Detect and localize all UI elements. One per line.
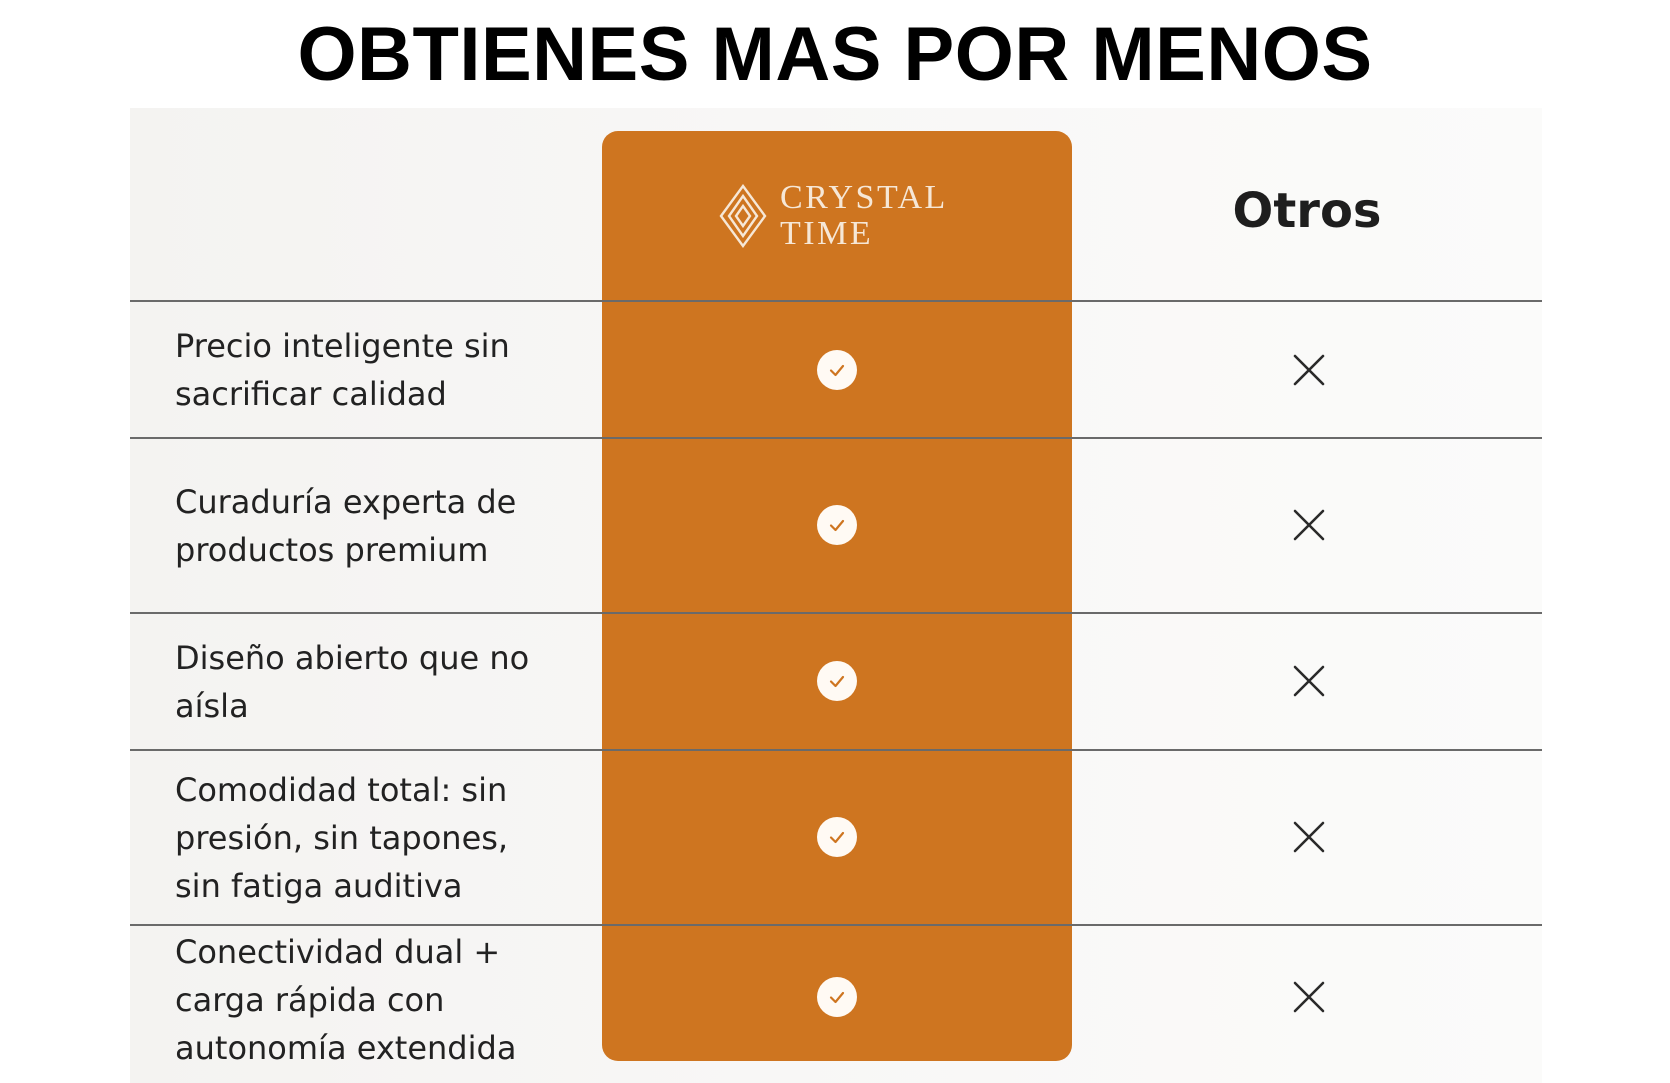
others-column-header: Otros xyxy=(1232,183,1382,239)
feature-line: Curaduría experta de xyxy=(175,482,517,521)
table-row: Conectividad dual + carga rápida con aut… xyxy=(130,926,1542,1083)
check-icon xyxy=(817,661,857,701)
feature-line: Diseño abierto que no xyxy=(175,638,530,677)
feature-line: autonomía extendida xyxy=(175,1029,517,1067)
feature-line: productos premium xyxy=(175,530,489,569)
row-divider xyxy=(130,612,1542,614)
x-icon xyxy=(1291,507,1327,543)
row-divider xyxy=(130,924,1542,926)
check-icon xyxy=(817,817,857,857)
row-divider xyxy=(130,300,1542,302)
row-divider xyxy=(130,437,1542,439)
feature-line: sacrificar calidad xyxy=(175,374,447,413)
feature-label: Diseño abierto que no aísla xyxy=(175,614,575,749)
table-row: Curaduría experta de productos premium xyxy=(130,439,1542,612)
feature-line: Comodidad total: sin xyxy=(175,770,508,809)
diamond-crystal-icon xyxy=(719,184,767,248)
brand-logo: CRYSTAL TIME xyxy=(718,180,948,252)
feature-line: Conectividad dual + xyxy=(175,933,501,971)
feature-line: carga rápida con xyxy=(175,981,445,1019)
x-icon xyxy=(1291,979,1327,1015)
table-row: Diseño abierto que no aísla xyxy=(130,614,1542,749)
feature-line: aísla xyxy=(175,686,249,725)
brand-name-line2: TIME xyxy=(780,215,874,252)
row-divider xyxy=(130,749,1542,751)
check-icon xyxy=(817,350,857,390)
feature-line: presión, sin tapones, xyxy=(175,818,509,857)
feature-label: Comodidad total: sin presión, sin tapone… xyxy=(175,751,575,924)
feature-label: Conectividad dual + carga rápida con aut… xyxy=(175,926,575,1083)
page-title: OBTIENES MAS POR MENOS xyxy=(297,12,1373,97)
table-row: Precio inteligente sin sacrificar calida… xyxy=(130,302,1542,437)
table-row: Comodidad total: sin presión, sin tapone… xyxy=(130,751,1542,924)
feature-line: sin fatiga auditiva xyxy=(175,866,463,905)
x-icon xyxy=(1291,663,1327,699)
x-icon xyxy=(1291,819,1327,855)
brand-name-line1: CRYSTAL xyxy=(780,179,948,216)
feature-label: Curaduría experta de productos premium xyxy=(175,439,575,612)
feature-line: Precio inteligente sin xyxy=(175,326,510,365)
x-icon xyxy=(1291,352,1327,388)
brand-column-highlight xyxy=(602,131,1072,1061)
feature-label: Precio inteligente sin sacrificar calida… xyxy=(175,302,575,437)
check-icon xyxy=(817,977,857,1017)
check-icon xyxy=(817,505,857,545)
